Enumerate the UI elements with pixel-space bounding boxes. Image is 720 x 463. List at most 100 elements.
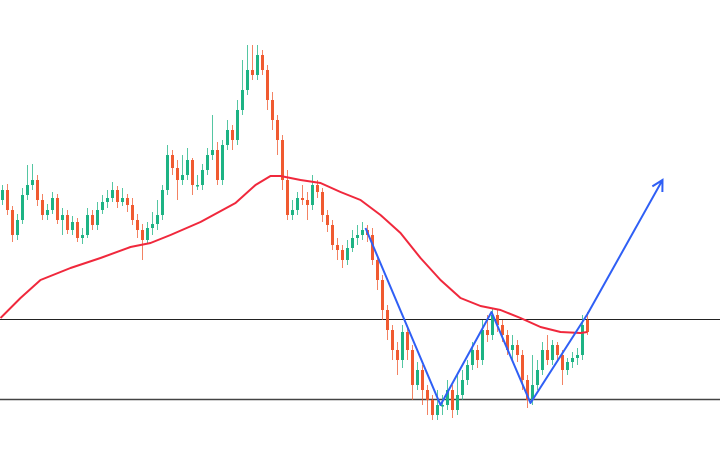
- candle-body: [371, 235, 374, 260]
- candle-body: [471, 350, 474, 365]
- candle-body: [351, 238, 354, 248]
- candle-body: [186, 160, 189, 175]
- candle: [271, 92, 274, 130]
- candle-body: [436, 405, 439, 415]
- candle-body: [21, 195, 24, 220]
- candle-body: [441, 405, 444, 407]
- candle-body: [176, 168, 179, 180]
- candle: [321, 188, 324, 222]
- candle: [306, 192, 309, 220]
- candle: [1, 185, 4, 205]
- candle: [381, 275, 384, 320]
- candle: [406, 328, 409, 360]
- candle-body: [161, 190, 164, 215]
- candle-body: [66, 215, 69, 230]
- candle-body: [261, 55, 264, 70]
- candle: [6, 184, 9, 215]
- candle: [211, 115, 214, 160]
- candle: [411, 345, 414, 400]
- candle: [436, 390, 439, 420]
- candle: [206, 148, 209, 175]
- candle: [96, 202, 99, 230]
- candle: [311, 175, 314, 210]
- candle: [201, 164, 204, 190]
- candle-body: [251, 70, 254, 75]
- candle-body: [216, 150, 219, 180]
- candle-body: [391, 330, 394, 350]
- candle: [56, 194, 59, 224]
- candle: [351, 230, 354, 252]
- candle: [386, 305, 389, 340]
- candle-body: [576, 355, 579, 358]
- candle: [131, 198, 134, 225]
- moving-average: [0, 175, 588, 334]
- candle: [51, 192, 54, 214]
- candle: [441, 395, 444, 415]
- candle: [226, 120, 229, 150]
- candle: [526, 375, 529, 408]
- candle-body: [561, 355, 564, 370]
- candle-body: [181, 175, 184, 180]
- candle-body: [246, 70, 249, 90]
- candle-body: [411, 350, 414, 385]
- candle-body: [271, 100, 274, 120]
- candle-body: [526, 380, 529, 400]
- candle: [291, 200, 294, 220]
- candle: [156, 200, 159, 230]
- candle: [236, 100, 239, 145]
- candle-body: [511, 345, 514, 350]
- candle-body: [26, 185, 29, 195]
- candle-body: [211, 150, 214, 155]
- candle-body: [396, 350, 399, 360]
- candle: [251, 45, 254, 80]
- candle: [426, 385, 429, 415]
- candle-body: [501, 325, 504, 335]
- candle: [266, 65, 269, 110]
- candle-body: [86, 215, 89, 235]
- candle-body: [111, 190, 114, 198]
- candle: [126, 194, 129, 212]
- candle: [536, 360, 539, 390]
- candle-body: [61, 215, 64, 220]
- arrow-head-icon: [651, 178, 664, 193]
- horizontal-levels: [0, 319, 720, 401]
- candle-body: [91, 215, 94, 225]
- candle: [121, 188, 124, 206]
- candle-body: [491, 315, 494, 335]
- candle: [141, 224, 144, 260]
- candle: [376, 255, 379, 290]
- candle: [106, 190, 109, 208]
- candle: [256, 45, 259, 80]
- candle: [81, 228, 84, 244]
- candle: [261, 50, 264, 75]
- candle-body: [6, 190, 9, 210]
- candle-body: [16, 220, 19, 235]
- candle-body: [101, 202, 104, 210]
- candle-body: [156, 215, 159, 224]
- candle: [241, 60, 244, 115]
- candle-body: [516, 345, 519, 355]
- candle-body: [476, 350, 479, 360]
- candle-body: [116, 190, 119, 202]
- candle-body: [321, 192, 324, 215]
- candle: [511, 335, 514, 360]
- candle-body: [311, 185, 314, 205]
- candle-body: [481, 330, 484, 360]
- pattern-lines: [364, 178, 664, 406]
- candle-body: [71, 222, 74, 230]
- candle: [566, 358, 569, 375]
- candle-body: [206, 155, 209, 170]
- candle: [161, 185, 164, 220]
- candle: [331, 220, 334, 250]
- candle-body: [506, 335, 509, 350]
- moving-average-line: [0, 175, 588, 334]
- candle: [216, 142, 219, 185]
- candle: [16, 214, 19, 240]
- candle-body: [581, 325, 584, 355]
- candle-body: [486, 330, 489, 335]
- candle: [21, 188, 24, 224]
- candle: [31, 164, 34, 190]
- candle-body: [51, 198, 54, 210]
- candle-body: [201, 170, 204, 185]
